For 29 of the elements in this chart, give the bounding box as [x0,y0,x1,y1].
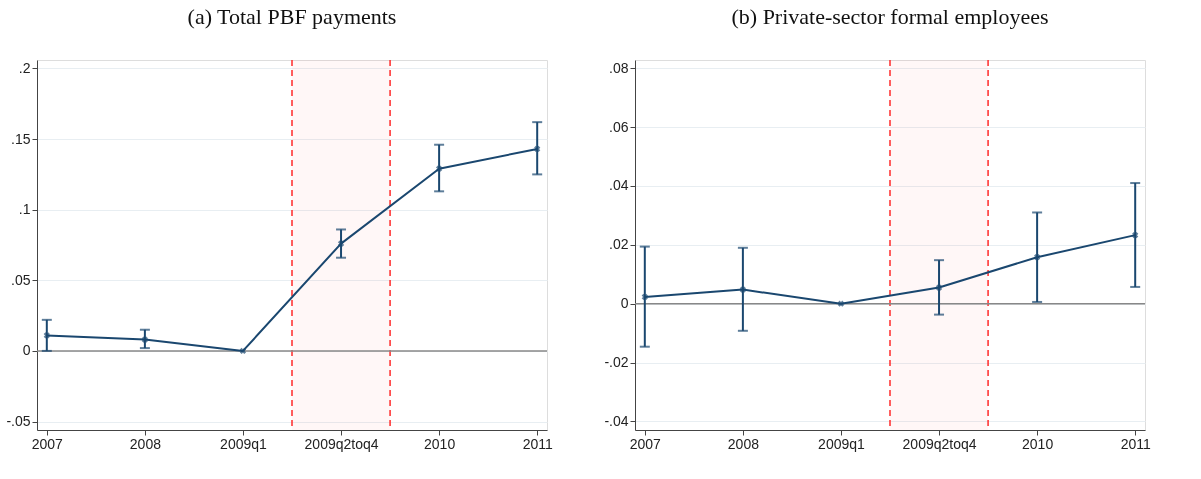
point [837,300,845,307]
y-tick-label: -.02 [604,354,629,371]
x-tick-label: 2011 [522,435,553,452]
x-tick-label: 2010 [1022,435,1054,452]
y-tick-label: -.05 [6,413,31,430]
x-tick-label: 2007 [629,435,662,452]
x-tick-label: 2009q2toq4 [902,435,977,452]
y-tick-label: .06 [609,118,629,135]
chart-title: (a) Total PBF payments [187,4,397,30]
x-tick-label: 2009q1 [220,435,268,452]
y-tick-label: -.04 [604,412,629,429]
y-tick-label: .2 [18,59,31,76]
y-tick-label: .05 [11,271,31,288]
x-tick-label: 2011 [1120,435,1151,452]
y-tick-label: 0 [620,295,629,312]
y-tick-label: .04 [609,177,629,194]
x-tick-label: 2009q2toq4 [304,435,379,452]
point [239,347,247,355]
y-tick-label: 0 [22,342,31,359]
x-tick-label: 2009q1 [818,435,866,452]
y-tick-label: .02 [609,236,629,253]
x-tick-label: 2007 [31,435,64,452]
x-tick-label: 2008 [727,435,760,452]
y-tick-label: .08 [609,59,629,76]
y-tick-label: .1 [18,201,31,218]
x-tick-label: 2008 [129,435,162,452]
y-tick-label: .15 [11,130,31,147]
x-tick-label: 2010 [424,435,456,452]
chart-title: (b) Private-sector formal employees [731,4,1049,30]
